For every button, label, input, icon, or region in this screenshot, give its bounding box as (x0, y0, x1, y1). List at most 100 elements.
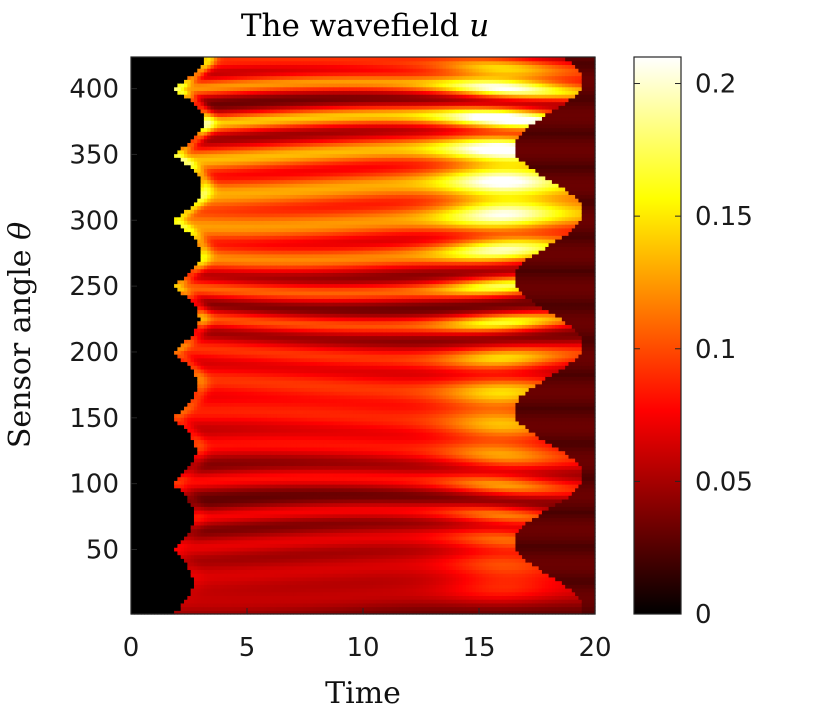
heatmap-cell (174, 190, 178, 195)
heatmap-cell (190, 179, 195, 184)
heatmap-cell (137, 610, 142, 615)
heatmap-cell (174, 569, 178, 574)
heatmap-cell (160, 599, 165, 604)
heatmap-cell (170, 346, 175, 351)
heatmap-cell (190, 573, 195, 578)
heatmap-cell (187, 231, 192, 236)
heatmap-cell (160, 179, 165, 184)
heatmap-cell (197, 413, 202, 418)
heatmap-cell (134, 97, 139, 103)
heatmap-cell (134, 320, 139, 325)
heatmap-cell (190, 164, 195, 169)
heatmap-cell (177, 205, 182, 210)
heatmap-cell (131, 179, 135, 184)
heatmap-cell (180, 606, 185, 611)
heatmap-cell (154, 328, 159, 333)
heatmap-cell (150, 595, 155, 600)
heatmap-cell (170, 491, 175, 496)
heatmap-cell (157, 409, 162, 415)
heatmap-cell (184, 432, 188, 437)
heatmap-cell (137, 264, 142, 270)
heatmap-cell (164, 368, 169, 374)
heatmap-cell (187, 112, 192, 118)
heatmap-cell (184, 580, 188, 585)
heatmap-cell (147, 224, 152, 229)
heatmap-cell (144, 79, 149, 84)
heatmap-cell (167, 209, 172, 214)
heatmap-cell (154, 469, 159, 474)
heatmap-cell (167, 498, 172, 504)
heatmap-cell (164, 201, 169, 207)
heatmap-cell (154, 279, 159, 285)
heatmap-cell (134, 172, 139, 177)
heatmap-cell (137, 368, 142, 374)
heatmap-cell (131, 380, 135, 385)
heatmap-cell (137, 324, 142, 329)
heatmap-cell (193, 231, 198, 236)
heatmap-cell (193, 558, 198, 563)
heatmap-cell (164, 108, 169, 114)
heatmap-cell (187, 391, 192, 396)
heatmap-cell (190, 313, 195, 318)
heatmap-cell (170, 469, 175, 474)
heatmap-cell (187, 506, 192, 511)
heatmap-cell (144, 198, 149, 203)
heatmap-cell (177, 532, 182, 537)
heatmap-cell (193, 335, 198, 340)
heatmap-cell (134, 324, 139, 329)
heatmap-cell (134, 562, 139, 567)
heatmap-cell (150, 94, 155, 99)
heatmap-cell (193, 380, 198, 385)
heatmap-cell (190, 309, 195, 314)
heatmap-cell (147, 517, 152, 522)
heatmap-cell (160, 521, 165, 526)
heatmap-cell (177, 573, 182, 578)
heatmap-cell (184, 610, 188, 615)
heatmap-cell (177, 588, 182, 593)
heatmap-cell (160, 235, 165, 240)
heatmap-cell (154, 227, 159, 233)
heatmap-cell (157, 368, 162, 374)
heatmap-cell (170, 450, 175, 455)
heatmap-cell (193, 536, 198, 541)
heatmap-cell (140, 231, 145, 236)
heatmap-cell (160, 558, 165, 563)
heatmap-cell (131, 238, 135, 244)
heatmap-cell (184, 554, 188, 559)
heatmap-cell (187, 287, 192, 292)
heatmap-cell (184, 480, 188, 485)
heatmap-cell (150, 302, 155, 307)
heatmap-cell (137, 290, 142, 296)
heatmap-cell (170, 60, 175, 66)
heatmap-cell (154, 439, 159, 444)
heatmap-cell (170, 123, 175, 129)
heatmap-cell (137, 298, 142, 303)
heatmap-cell (140, 157, 145, 162)
heatmap-cell (170, 309, 175, 314)
heatmap-cell (174, 157, 178, 162)
heatmap-cell (170, 368, 175, 374)
heatmap-cell (197, 250, 202, 255)
heatmap-cell (170, 331, 175, 337)
heatmap-cell (184, 335, 188, 340)
heatmap-cell (144, 175, 149, 181)
heatmap-cell (167, 79, 172, 84)
heatmap-cell (193, 294, 198, 299)
heatmap-cell (167, 432, 172, 437)
heatmap-cell (174, 235, 178, 240)
heatmap-cell (170, 339, 175, 344)
heatmap-cell (180, 172, 185, 177)
heatmap-cell (144, 413, 149, 418)
heatmap-cell (193, 101, 198, 106)
heatmap-cell (190, 71, 195, 77)
heatmap-cell (190, 428, 195, 433)
heatmap-cell (134, 220, 139, 225)
heatmap-cell (154, 591, 159, 597)
heatmap-cell (177, 264, 182, 270)
heatmap-cell (140, 339, 145, 344)
heatmap-cell (150, 584, 155, 589)
heatmap-cell (154, 610, 159, 615)
heatmap-cell (134, 231, 139, 236)
heatmap-cell (131, 71, 135, 77)
heatmap-cell (140, 346, 145, 351)
